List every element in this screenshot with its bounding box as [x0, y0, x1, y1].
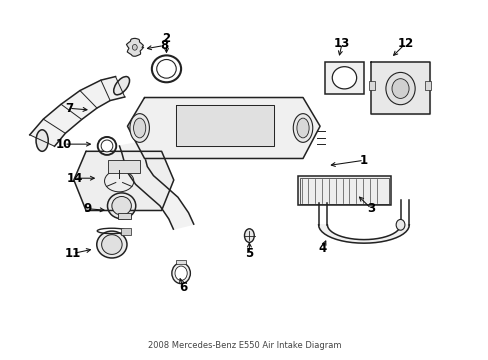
Bar: [108, 160, 140, 173]
Text: 2008 Mercedes-Benz E550 Air Intake Diagram: 2008 Mercedes-Benz E550 Air Intake Diagr…: [147, 341, 341, 350]
Ellipse shape: [102, 235, 122, 255]
Ellipse shape: [152, 55, 181, 82]
Polygon shape: [176, 105, 273, 146]
Bar: [121, 228, 131, 234]
Ellipse shape: [36, 130, 48, 151]
Text: 3: 3: [366, 202, 375, 215]
Text: 12: 12: [396, 37, 413, 50]
Polygon shape: [74, 151, 173, 211]
Ellipse shape: [175, 266, 187, 280]
Ellipse shape: [112, 197, 131, 215]
Ellipse shape: [244, 229, 254, 242]
Bar: [298, 176, 390, 205]
Ellipse shape: [157, 59, 176, 78]
Polygon shape: [126, 39, 143, 56]
Polygon shape: [370, 62, 429, 114]
Ellipse shape: [293, 114, 312, 142]
Text: 4: 4: [318, 242, 326, 255]
Text: 6: 6: [179, 281, 187, 294]
Bar: [325, 62, 363, 94]
Ellipse shape: [133, 118, 145, 138]
Ellipse shape: [391, 79, 408, 98]
Polygon shape: [119, 142, 193, 229]
Ellipse shape: [296, 118, 308, 138]
Text: 2: 2: [162, 32, 170, 45]
Bar: [176, 260, 185, 264]
Text: 7: 7: [65, 102, 73, 115]
Ellipse shape: [107, 193, 136, 219]
Ellipse shape: [395, 220, 404, 230]
Text: 8: 8: [160, 39, 168, 52]
Text: 9: 9: [83, 202, 91, 215]
Ellipse shape: [97, 231, 127, 258]
Polygon shape: [127, 98, 320, 158]
Bar: [118, 213, 131, 220]
Ellipse shape: [114, 77, 129, 95]
Text: 14: 14: [66, 172, 83, 185]
Polygon shape: [318, 225, 408, 243]
Text: 10: 10: [56, 138, 72, 150]
Text: 5: 5: [245, 247, 253, 260]
Text: 11: 11: [64, 247, 81, 260]
Bar: [299, 178, 388, 204]
Bar: [368, 81, 374, 90]
Ellipse shape: [331, 67, 356, 89]
Ellipse shape: [101, 140, 113, 152]
Text: 13: 13: [333, 37, 349, 50]
Polygon shape: [30, 77, 124, 146]
Ellipse shape: [385, 72, 414, 105]
Ellipse shape: [98, 137, 116, 155]
Ellipse shape: [171, 263, 190, 284]
Ellipse shape: [132, 44, 137, 50]
Bar: [424, 81, 430, 90]
Ellipse shape: [130, 114, 149, 142]
Text: 1: 1: [359, 154, 367, 167]
